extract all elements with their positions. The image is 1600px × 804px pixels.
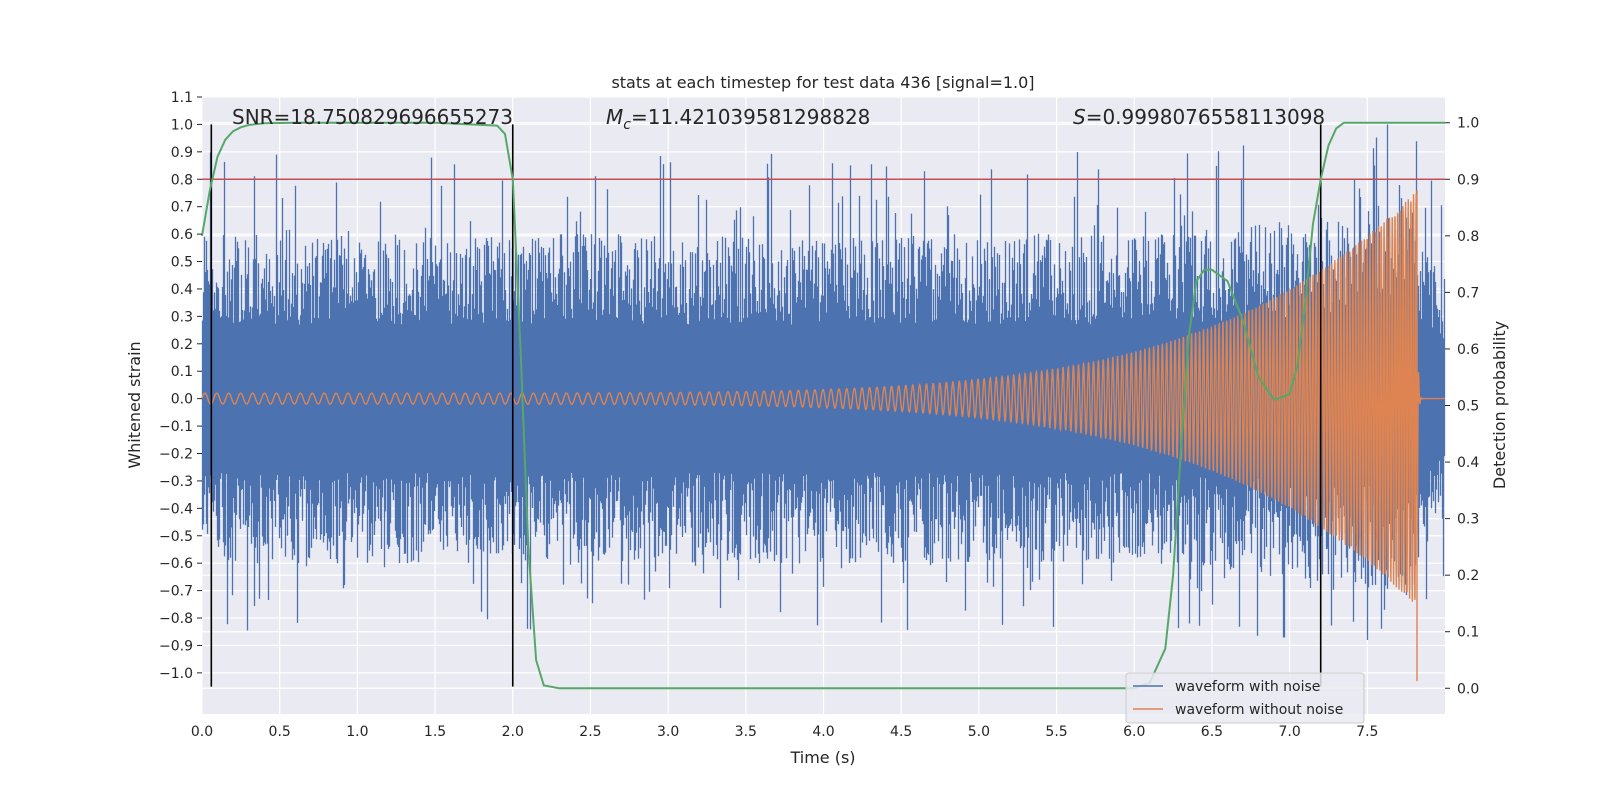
y-tick-label: −0.6	[159, 556, 193, 572]
vertical-markers	[210, 124, 1322, 687]
y-tick-label: 0.5	[171, 255, 193, 271]
y-axis-label: Whitened strain	[125, 341, 144, 468]
y2-tick-label: 0.3	[1457, 512, 1479, 528]
y2-tick-label: 0.8	[1457, 229, 1479, 245]
legend-box	[1125, 672, 1365, 724]
y-tick-label: −1.0	[159, 666, 193, 682]
x-tick-label: 7.5	[1356, 724, 1378, 740]
y2-tick-label: 0.0	[1457, 681, 1479, 697]
y-tick-label: −0.9	[159, 638, 193, 654]
y2-tick-label: 0.4	[1457, 455, 1479, 471]
y2-tick-label: 0.2	[1457, 568, 1479, 584]
x-tick-label: 1.5	[424, 724, 446, 740]
y-axis-ticks: 1.1 1.0 0.9 0.8 0.7 0.6 0.5 0.4 0.3 0.2 0.1 0.0 −0.1…	[159, 90, 202, 682]
x-tick-label: 6.0	[1123, 724, 1145, 740]
y-tick-label: 0.6	[171, 227, 193, 243]
y-tick-label: −0.7	[159, 584, 193, 600]
y-tick-label: −0.5	[159, 529, 193, 545]
y2-tick-label: 0.9	[1457, 172, 1479, 188]
x-tick-label: 6.5	[1201, 724, 1223, 740]
x-axis-label: Time (s)	[789, 748, 855, 767]
y2-axis-ticks: 1.0 0.9 0.8 0.7 0.6 0.5 0.4 0.3 0.2 0.1 0.0	[1445, 116, 1479, 697]
series-detection-probability	[201, 121, 1445, 690]
y-tick-label: 0.0	[171, 392, 193, 408]
y-tick-label: 0.7	[171, 200, 193, 216]
y-tick-label: −0.3	[159, 474, 193, 490]
y2-tick-label: 0.7	[1457, 285, 1479, 301]
x-axis-ticks: 0.0 0.5 1.0 1.5 2.0 2.5 3.0 3.5 4.0 4.5 5.0 5.5 6.0 6…	[191, 724, 1379, 740]
x-tick-label: 3.0	[657, 724, 679, 740]
y2-axis-label: Detection probability	[1490, 321, 1509, 489]
annotation-s-symbol: S	[1073, 105, 1086, 129]
x-tick-label: 5.0	[968, 724, 990, 740]
x-tick-label: 7.0	[1278, 724, 1300, 740]
y-tick-label: 0.4	[171, 282, 193, 298]
y-tick-label: −0.4	[159, 501, 193, 517]
chart-title: stats at each timestep for test data 436…	[611, 73, 1034, 92]
series-waveform-without-noise	[201, 190, 1445, 682]
annotation-mc-subscript: c	[623, 117, 631, 133]
x-tick-label: 3.5	[735, 724, 757, 740]
legend: waveform with noise waveform without noi…	[1125, 672, 1365, 724]
x-tick-label: 2.5	[579, 724, 601, 740]
y-tick-label: 1.0	[171, 117, 193, 133]
annotation-mc-value: =11.421039581298828	[631, 105, 870, 129]
y-tick-label: −0.2	[159, 446, 193, 462]
y2-tick-label: 0.5	[1457, 399, 1479, 415]
x-tick-label: 0.0	[191, 724, 213, 740]
annotation-chirp-mass: Mc=11.421039581298828	[606, 105, 870, 133]
y-tick-label: −0.8	[159, 611, 193, 627]
y2-tick-label: 0.1	[1457, 625, 1479, 641]
x-tick-label: 1.0	[346, 724, 368, 740]
y-tick-label: 0.8	[171, 172, 193, 188]
x-tick-label: 4.0	[812, 724, 834, 740]
y-tick-label: 0.1	[171, 364, 193, 380]
y-tick-label: 0.3	[171, 309, 193, 325]
legend-label-without-noise: waveform without noise	[1175, 702, 1343, 718]
x-tick-label: 0.5	[269, 724, 291, 740]
y-tick-label: 1.1	[171, 90, 193, 106]
x-tick-label: 4.5	[890, 724, 912, 740]
x-tick-label: 2.0	[502, 724, 524, 740]
annotation-mc-symbol: M	[606, 105, 623, 129]
y2-tick-label: 1.0	[1457, 116, 1479, 132]
y-tick-label: 0.9	[171, 145, 193, 161]
y-tick-label: −0.1	[159, 419, 193, 435]
y2-tick-label: 0.6	[1457, 342, 1479, 358]
y-tick-label: 0.2	[171, 337, 193, 353]
legend-label-with-noise: waveform with noise	[1175, 679, 1320, 695]
x-tick-label: 5.5	[1045, 724, 1067, 740]
annotation-s: S=0.9998076558113098	[1073, 105, 1325, 129]
annotation-snr: SNR=18.750829696655273	[232, 105, 513, 129]
annotation-s-value: =0.9998076558113098	[1086, 105, 1325, 129]
clean-trace	[201, 190, 1445, 682]
probability-trace	[201, 121, 1445, 690]
